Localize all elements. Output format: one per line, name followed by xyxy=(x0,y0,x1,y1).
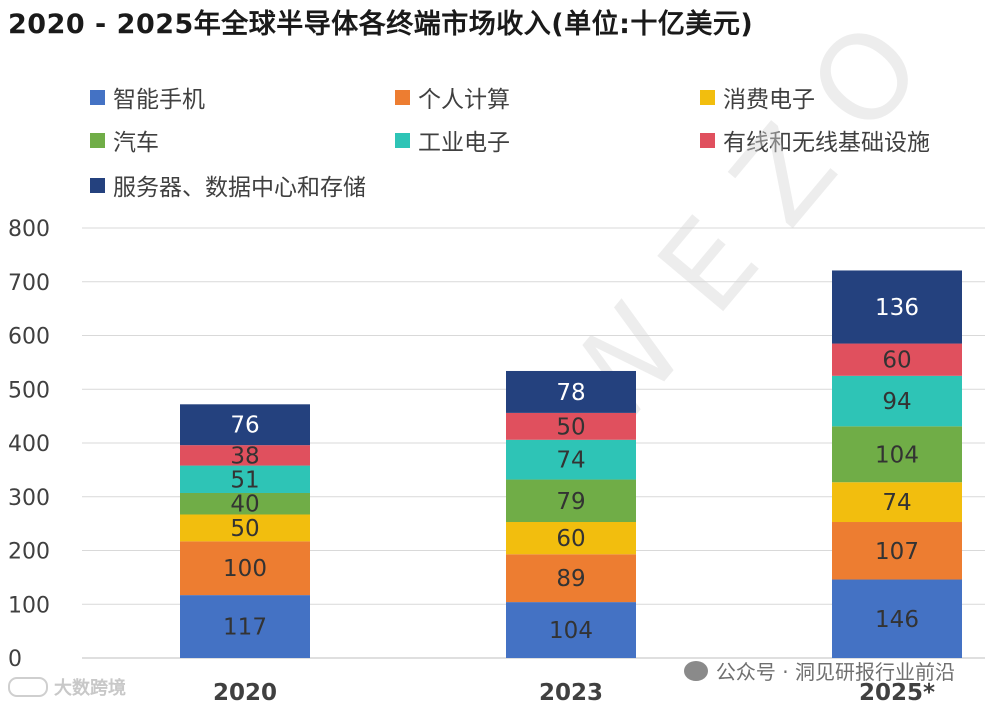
data-label: 40 xyxy=(230,492,259,518)
bar-segment xyxy=(506,479,636,523)
data-label: 60 xyxy=(882,348,911,374)
bar-segment xyxy=(506,602,636,658)
legend-swatch xyxy=(700,132,715,148)
bar-segment xyxy=(180,404,310,446)
legend-swatch xyxy=(90,132,105,148)
data-label: 100 xyxy=(223,556,267,582)
data-label: 74 xyxy=(882,490,911,516)
wechat-watermark: 公众号 · 洞见研报行业前沿 xyxy=(683,656,955,685)
data-label: 50 xyxy=(556,414,585,440)
legend-label: 汽车 xyxy=(113,130,159,156)
data-label: 104 xyxy=(875,442,919,468)
bar-segment xyxy=(180,514,310,542)
y-tick-label: 0 xyxy=(8,647,22,672)
bar-segment xyxy=(832,375,962,427)
y-tick-label: 100 xyxy=(8,593,50,618)
bar-segment xyxy=(180,465,310,493)
x-tick-label: 2023 xyxy=(539,680,603,706)
data-label: 76 xyxy=(230,413,259,439)
bar-segment xyxy=(180,445,310,466)
y-tick-label: 800 xyxy=(8,217,50,242)
legend-swatch xyxy=(395,132,410,148)
y-tick-label: 200 xyxy=(8,540,50,565)
data-label: 107 xyxy=(875,539,919,565)
legend-swatch xyxy=(90,177,105,193)
x-tick-label: 2025* xyxy=(859,680,935,706)
bar-segment xyxy=(506,412,636,440)
bar-segment xyxy=(506,522,636,555)
data-label: 60 xyxy=(556,526,585,552)
data-label: 146 xyxy=(875,607,919,633)
legend-item-datacenter: 服务器、数据中心和存储 xyxy=(90,168,366,202)
legend-swatch xyxy=(395,89,410,105)
y-tick-label: 600 xyxy=(8,325,50,350)
data-label: 79 xyxy=(556,489,585,515)
data-label: 104 xyxy=(549,618,593,644)
data-label: 51 xyxy=(230,467,259,493)
bar-segment xyxy=(180,492,310,515)
data-label: 94 xyxy=(882,389,911,415)
legend-item-auto: 汽车 xyxy=(90,123,159,157)
legend-label: 个人计算 xyxy=(418,87,510,113)
y-tick-label: 700 xyxy=(8,271,50,296)
legend-label: 服务器、数据中心和存储 xyxy=(113,175,366,201)
data-label: 74 xyxy=(556,448,585,474)
legend-item-pc: 个人计算 xyxy=(395,80,510,114)
y-tick-label: 400 xyxy=(8,432,50,457)
legend-label: 消费电子 xyxy=(723,87,815,113)
data-label: 38 xyxy=(230,443,259,469)
bar-segment xyxy=(832,343,962,376)
y-tick-label: 300 xyxy=(8,486,50,511)
bar-segment xyxy=(832,426,962,483)
bar-segment xyxy=(180,541,310,596)
legend-swatch xyxy=(700,89,715,105)
bar-segment xyxy=(832,579,962,658)
bar-segment xyxy=(832,482,962,523)
bar-segment xyxy=(180,595,310,658)
bar-segment xyxy=(832,522,962,580)
legend: 智能手机 个人计算 消费电子 汽车 工业电子 有线和无线基础设施 服务器、数据中… xyxy=(90,80,970,202)
data-label: 78 xyxy=(556,380,585,406)
wechat-text: 公众号 · 洞见研报行业前沿 xyxy=(715,660,955,684)
legend-label: 有线和无线基础设施 xyxy=(723,130,930,156)
data-label: 117 xyxy=(223,615,267,641)
data-label: 89 xyxy=(556,566,585,592)
x-tick-label: 2020 xyxy=(213,680,277,706)
legend-label: 工业电子 xyxy=(418,130,510,156)
bar-segment xyxy=(506,554,636,603)
legend-item-consumer: 消费电子 xyxy=(700,80,815,114)
bar-segment xyxy=(832,270,962,344)
chart-title: 2020 - 2025年全球半导体各终端市场收入(单位:十亿美元) xyxy=(8,9,754,40)
brand-text: 大数跨境 xyxy=(54,678,126,699)
brand-logo-icon xyxy=(8,677,48,697)
legend-item-infrastructure: 有线和无线基础设施 xyxy=(700,123,930,157)
bar-segment xyxy=(506,439,636,480)
data-label: 50 xyxy=(230,516,259,542)
y-tick-label: 500 xyxy=(8,378,50,403)
wechat-icon xyxy=(683,660,708,681)
legend-swatch xyxy=(90,89,105,105)
bar-segment xyxy=(506,370,636,413)
legend-item-industrial: 工业电子 xyxy=(395,123,510,157)
legend-item-smartphone: 智能手机 xyxy=(90,80,205,114)
legend-label: 智能手机 xyxy=(113,87,205,113)
brand-watermark: 大数跨境 xyxy=(8,674,126,700)
data-label: 136 xyxy=(875,295,919,321)
